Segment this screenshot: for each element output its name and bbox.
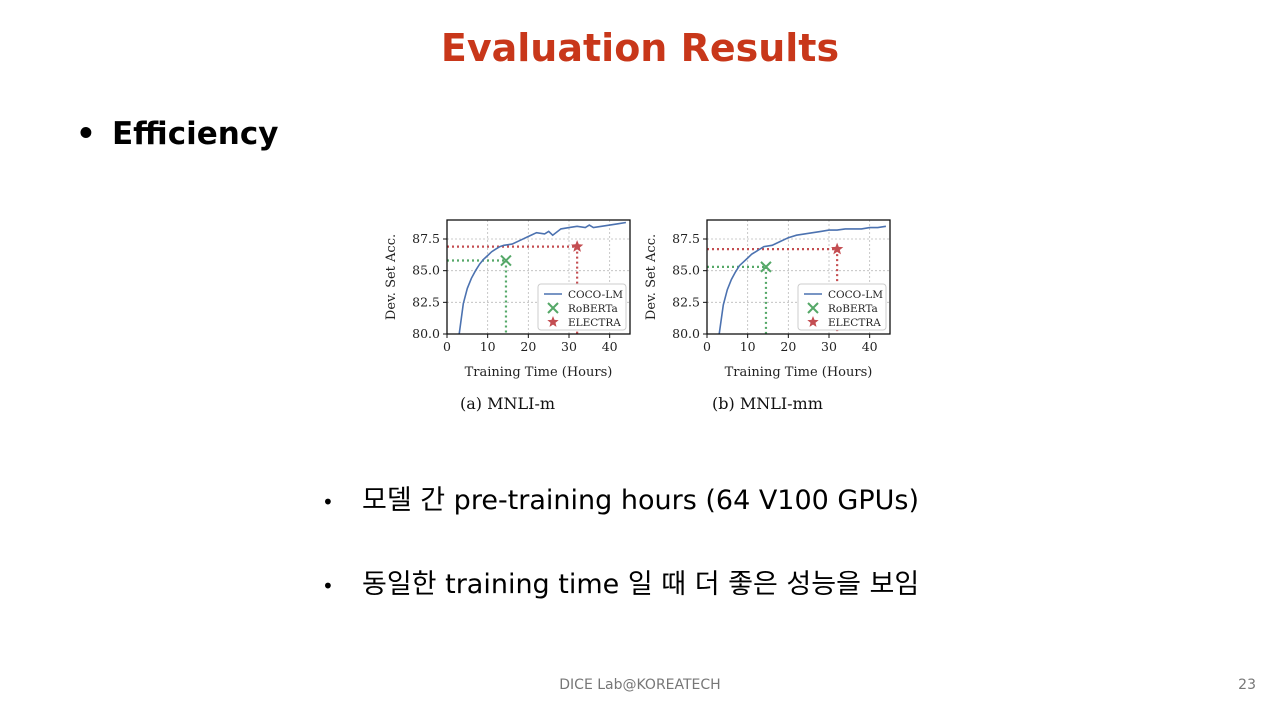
bullet-dot: • xyxy=(322,573,334,598)
legend: COCO-LM RoBERTa ELECTRA xyxy=(537,283,627,331)
slide-title: Evaluation Results xyxy=(440,26,840,70)
legend-swatch-roberta xyxy=(807,302,819,314)
y-axis-label: Dev. Set Acc. xyxy=(644,234,659,320)
chart-mnli-mm: 0 10 20 30 40 80.0 82.5 85.0 87.5 Training Time (… xyxy=(644,219,891,380)
y-tick-label: 87.5 xyxy=(672,231,700,246)
chart-mnli-m: 0 10 20 30 40 80.0 82.5 85.0 87.5 Training Time (… xyxy=(384,219,631,380)
legend-swatch-electra xyxy=(807,316,819,327)
plot-frame xyxy=(706,219,891,335)
caption-b: (b) MNLI-mm xyxy=(712,394,823,413)
y-tick-label: 80.0 xyxy=(412,326,440,341)
x-tick-label: 40 xyxy=(602,339,618,354)
main-bullet-label: Efficiency xyxy=(112,116,279,152)
y-tick-label: 80.0 xyxy=(672,326,700,341)
legend-label: COCO-LM xyxy=(828,289,883,301)
marker-x-stroke xyxy=(500,254,512,267)
y-tick-label: 85.0 xyxy=(412,263,440,278)
bullet-dot: • xyxy=(322,489,334,514)
y-tick-label: 87.5 xyxy=(412,231,440,246)
x-tick-label: 30 xyxy=(561,339,577,354)
y-axis-label: Dev. Set Acc. xyxy=(384,234,399,320)
sub-bullet-text: 동일한 training time 일 때 더 좋은 성능을 보임 xyxy=(362,569,920,600)
legend-label: RoBERTa xyxy=(568,303,618,315)
x-tick-label: 0 xyxy=(443,339,451,354)
x-tick-label: 40 xyxy=(862,339,878,354)
legend-label: RoBERTa xyxy=(828,303,878,315)
legend-label: ELECTRA xyxy=(828,317,881,329)
marker-roberta xyxy=(500,254,512,267)
marker-electra xyxy=(831,242,844,255)
y-tick-label: 82.5 xyxy=(672,294,700,309)
series-line-coco-lm xyxy=(458,221,627,334)
x-tick-label: 30 xyxy=(821,339,837,354)
series-line-coco-lm xyxy=(718,225,887,334)
y-tick-label: 82.5 xyxy=(412,294,440,309)
legend-label: COCO-LM xyxy=(568,289,623,301)
marker-x-stroke xyxy=(760,261,772,273)
sub-bullet-better-performance: • 동일한 training time 일 때 더 좋은 성능을 보임 xyxy=(322,562,919,601)
page-number: 23 xyxy=(1238,677,1256,693)
x-tick-label: 20 xyxy=(780,339,796,354)
marker-roberta xyxy=(760,261,772,273)
plot-frame xyxy=(446,219,631,335)
caption-a: (a) MNLI-m xyxy=(460,394,556,413)
efficiency-charts-svg: 0 10 20 30 40 80.0 82.5 85.0 87.5 Training Time (… xyxy=(384,219,891,380)
legend-label: ELECTRA xyxy=(568,317,621,329)
sub-bullet-text: 모델 간 pre-training hours (64 V100 GPUs) xyxy=(362,485,919,516)
legend-box xyxy=(797,283,887,331)
efficiency-figure: 0 10 20 30 40 80.0 82.5 85.0 87.5 Training Time (… xyxy=(370,208,910,423)
x-tick-label: 20 xyxy=(520,339,536,354)
main-bullet: • Efficiency xyxy=(76,116,278,152)
x-tick-label: 0 xyxy=(703,339,711,354)
y-tick-label: 85.0 xyxy=(672,263,700,278)
sub-bullet-gpu-hours: • 모델 간 pre-training hours (64 V100 GPUs) xyxy=(322,478,919,517)
bullet-dot: • xyxy=(76,116,96,152)
x-tick-label: 10 xyxy=(740,339,756,354)
legend-box xyxy=(537,283,627,331)
x-axis-label: Training Time (Hours) xyxy=(465,365,613,380)
x-axis-label: Training Time (Hours) xyxy=(725,365,873,380)
marker-electra xyxy=(571,240,584,252)
footer-lab-name: DICE Lab@KOREATECH xyxy=(559,677,721,693)
x-tick-label: 10 xyxy=(480,339,496,354)
legend-swatch-roberta xyxy=(547,302,559,314)
legend-swatch-electra xyxy=(547,316,559,327)
legend: COCO-LM RoBERTa ELECTRA xyxy=(797,283,887,331)
